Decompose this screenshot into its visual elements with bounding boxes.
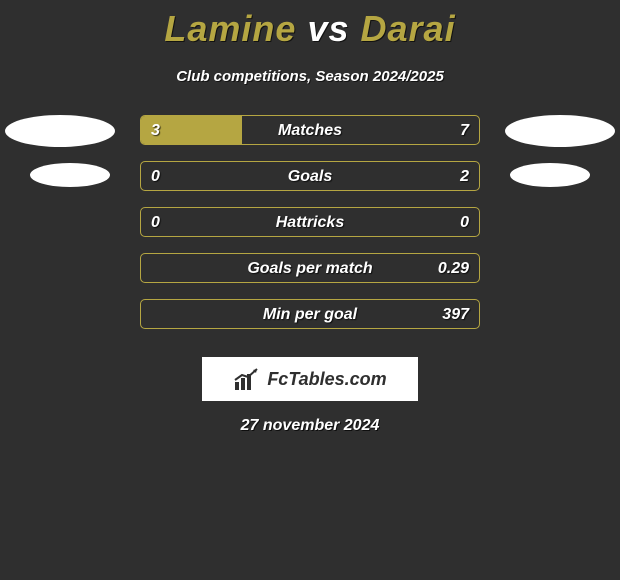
player2-name: Darai bbox=[361, 8, 456, 49]
player1-badge bbox=[5, 115, 115, 147]
date-text: 27 november 2024 bbox=[0, 417, 620, 435]
stat-rows: 3Matches70Goals20Hattricks0Goals per mat… bbox=[0, 115, 620, 345]
subtitle: Club competitions, Season 2024/2025 bbox=[0, 68, 620, 85]
player1-badge bbox=[30, 163, 110, 187]
brand-logo: FcTables.com bbox=[202, 357, 418, 401]
stat-label: Matches bbox=[141, 116, 479, 145]
stat-row: Min per goal397 bbox=[0, 299, 620, 345]
stat-row: Goals per match0.29 bbox=[0, 253, 620, 299]
stat-row: 3Matches7 bbox=[0, 115, 620, 161]
stat-bar: Min per goal397 bbox=[140, 299, 480, 329]
stat-label: Goals bbox=[141, 162, 479, 191]
stat-row: 0Goals2 bbox=[0, 161, 620, 207]
stat-label: Min per goal bbox=[141, 300, 479, 329]
right-value: 0.29 bbox=[438, 254, 469, 283]
barchart-icon bbox=[233, 368, 261, 390]
stat-label: Hattricks bbox=[141, 208, 479, 237]
right-value: 397 bbox=[442, 300, 469, 329]
stat-bar: Goals per match0.29 bbox=[140, 253, 480, 283]
stat-bar: 0Goals2 bbox=[140, 161, 480, 191]
stat-bar: 3Matches7 bbox=[140, 115, 480, 145]
vs-text: vs bbox=[307, 8, 349, 49]
right-value: 7 bbox=[460, 116, 469, 145]
player2-badge bbox=[505, 115, 615, 147]
stat-bar: 0Hattricks0 bbox=[140, 207, 480, 237]
player1-name: Lamine bbox=[164, 8, 296, 49]
player2-badge bbox=[510, 163, 590, 187]
stat-row: 0Hattricks0 bbox=[0, 207, 620, 253]
right-value: 0 bbox=[460, 208, 469, 237]
comparison-title: Lamine vs Darai bbox=[0, 0, 620, 50]
brand-text: FcTables.com bbox=[267, 369, 386, 390]
right-value: 2 bbox=[460, 162, 469, 191]
stat-label: Goals per match bbox=[141, 254, 479, 283]
